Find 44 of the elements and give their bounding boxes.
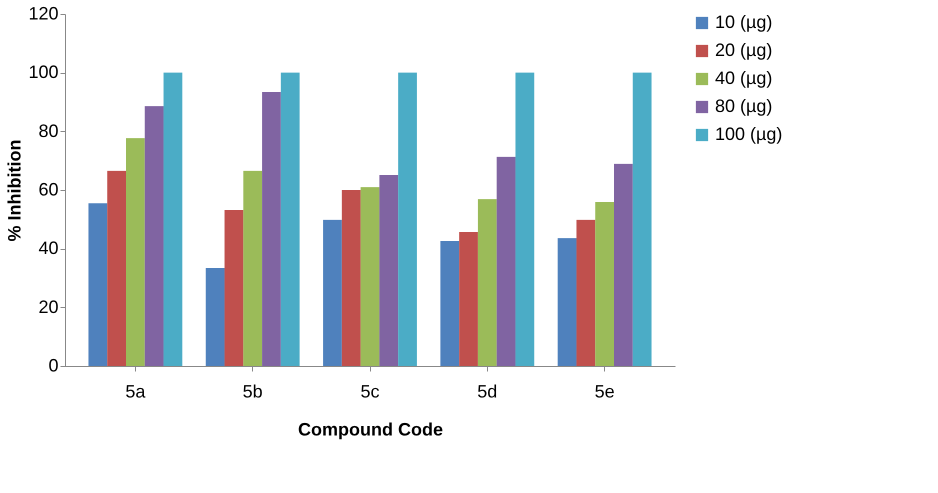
- y-tick-label: 60: [38, 180, 58, 200]
- bar: [323, 220, 342, 366]
- bar: [262, 92, 281, 366]
- bar: [614, 164, 633, 366]
- y-tick-label: 0: [48, 356, 58, 376]
- bar: [342, 190, 361, 366]
- bar: [243, 170, 262, 366]
- y-tick-label: 20: [38, 296, 58, 317]
- bar: [360, 187, 380, 366]
- bar: [595, 202, 614, 366]
- bar: [206, 268, 225, 366]
- x-tick-label: 5b: [242, 382, 263, 402]
- x-tick-label: 5d: [477, 382, 498, 402]
- bar: [107, 170, 126, 366]
- y-tick-label: 40: [38, 238, 58, 258]
- bar: [379, 175, 398, 366]
- legend-label: 10 (µg): [715, 12, 772, 32]
- legend-label: 20 (µg): [715, 40, 772, 60]
- y-axis-title: % Inhibition: [4, 140, 24, 242]
- bar: [459, 232, 478, 366]
- x-axis-title: Compound Code: [298, 420, 443, 440]
- y-tick-label: 80: [38, 120, 58, 141]
- legend-label: 40 (µg): [715, 68, 772, 88]
- bar: [478, 199, 497, 366]
- legend-label: 80 (µg): [715, 96, 772, 116]
- bar: [496, 156, 516, 366]
- bar: [224, 210, 244, 366]
- bar: [280, 72, 300, 366]
- y-tick-label: 120: [28, 4, 58, 24]
- legend-label: 100 (µg): [715, 124, 782, 144]
- bar: [576, 220, 596, 366]
- bar: [126, 138, 145, 366]
- bar: [515, 72, 534, 366]
- y-tick-label: 100: [28, 62, 58, 82]
- bar: [144, 106, 164, 366]
- bar: [88, 203, 108, 366]
- bar: [632, 72, 652, 366]
- bar: [440, 241, 460, 366]
- x-tick-label: 5e: [594, 382, 615, 402]
- x-tick-label: 5c: [360, 382, 380, 402]
- x-tick-label: 5a: [125, 382, 146, 402]
- bar: [558, 238, 576, 366]
- bar: [164, 72, 182, 366]
- bar: [398, 72, 417, 366]
